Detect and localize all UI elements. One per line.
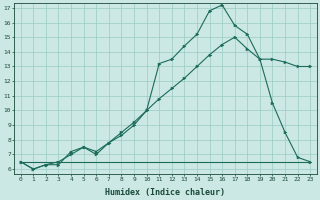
X-axis label: Humidex (Indice chaleur): Humidex (Indice chaleur) [106, 188, 226, 197]
